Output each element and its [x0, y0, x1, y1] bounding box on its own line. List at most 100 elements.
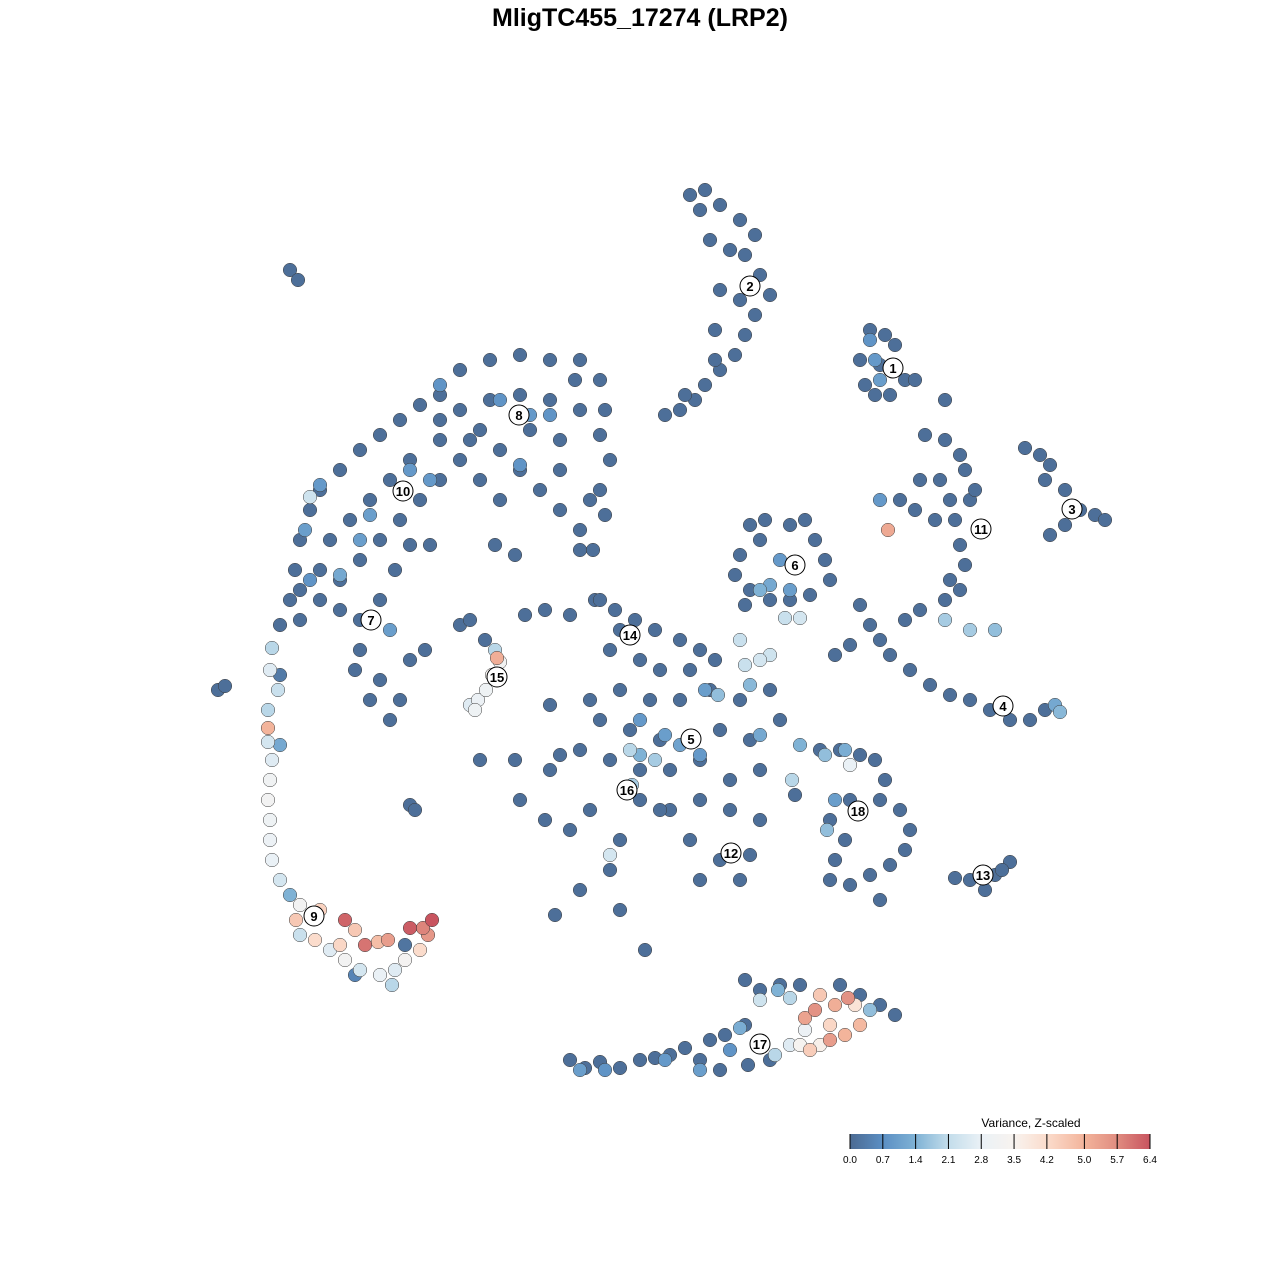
cluster-label-text: 13	[976, 868, 990, 883]
data-point	[842, 877, 858, 893]
data-point	[732, 632, 748, 648]
data-point	[397, 937, 413, 953]
data-point	[752, 652, 768, 668]
data-point	[392, 512, 408, 528]
cluster-label-18: 18	[847, 800, 869, 822]
data-point	[822, 872, 838, 888]
data-point	[677, 387, 693, 403]
data-point	[602, 862, 618, 878]
data-point	[882, 857, 898, 873]
data-point	[612, 902, 628, 918]
cluster-label-text: 18	[851, 804, 865, 819]
data-point	[380, 932, 396, 948]
data-point	[837, 742, 853, 758]
legend-tick-label: 3.5	[1007, 1155, 1021, 1166]
data-point	[947, 512, 963, 528]
data-point	[722, 772, 738, 788]
data-point	[402, 537, 418, 553]
data-point	[817, 747, 833, 763]
data-point	[880, 522, 896, 538]
data-point	[852, 352, 868, 368]
data-point	[722, 242, 738, 258]
data-point	[288, 912, 304, 928]
data-point	[472, 752, 488, 768]
data-point	[747, 307, 763, 323]
data-point	[632, 762, 648, 778]
data-point	[737, 657, 753, 673]
data-point	[740, 1057, 756, 1073]
data-point	[887, 1007, 903, 1023]
data-point	[692, 1062, 708, 1078]
data-point	[542, 762, 558, 778]
data-point	[312, 477, 328, 493]
data-point	[1052, 704, 1068, 720]
data-point	[382, 712, 398, 728]
data-point	[862, 1002, 878, 1018]
data-point	[657, 1052, 673, 1068]
legend-tick-label: 2.8	[974, 1155, 988, 1166]
data-point	[352, 642, 368, 658]
data-point	[260, 734, 276, 750]
data-point	[962, 622, 978, 638]
data-point	[797, 1010, 813, 1026]
data-point	[717, 1027, 733, 1043]
data-point	[1032, 447, 1048, 463]
data-point	[582, 692, 598, 708]
data-point	[602, 452, 618, 468]
data-point	[264, 752, 280, 768]
data-point	[562, 607, 578, 623]
data-point	[592, 482, 608, 498]
data-point	[632, 792, 648, 808]
data-point	[567, 372, 583, 388]
cluster-label-text: 3	[1068, 502, 1075, 517]
data-point	[492, 392, 508, 408]
data-point	[342, 512, 358, 528]
data-point	[832, 977, 848, 993]
data-point	[260, 792, 276, 808]
data-point	[672, 402, 688, 418]
data-point	[552, 462, 568, 478]
data-point	[532, 482, 548, 498]
data-point	[357, 937, 373, 953]
cluster-label-badge	[970, 518, 992, 540]
data-point	[1042, 457, 1058, 473]
cluster-label-badge	[616, 779, 638, 801]
data-point	[702, 1032, 718, 1048]
data-point	[742, 677, 758, 693]
data-point	[452, 362, 468, 378]
data-point	[492, 492, 508, 508]
data-point	[572, 402, 588, 418]
data-point	[522, 422, 538, 438]
data-point	[547, 907, 563, 923]
data-point	[752, 812, 768, 828]
cluster-label-text: 6	[791, 558, 798, 573]
data-point	[652, 802, 668, 818]
data-point	[302, 572, 318, 588]
data-point	[512, 347, 528, 363]
cluster-label-badge	[847, 800, 869, 822]
legend-tick-label: 2.1	[941, 1155, 955, 1166]
cluster-label-text: 4	[999, 699, 1007, 714]
cluster-label-8: 8	[508, 404, 530, 426]
data-point	[822, 1032, 838, 1048]
data-point	[872, 372, 888, 388]
data-point	[662, 762, 678, 778]
cluster-label-1: 1	[882, 357, 904, 379]
cluster-label-9: 9	[303, 905, 325, 927]
data-point	[482, 352, 498, 368]
data-point	[797, 1022, 813, 1038]
data-point	[402, 462, 418, 478]
cluster-label-badge	[392, 480, 414, 502]
data-point	[312, 562, 328, 578]
data-point	[692, 202, 708, 218]
data-point	[432, 432, 448, 448]
data-point	[957, 557, 973, 573]
data-point	[607, 602, 623, 618]
data-point	[682, 832, 698, 848]
data-point	[987, 622, 1003, 638]
data-point	[292, 612, 308, 628]
data-point	[272, 617, 288, 633]
data-point	[292, 897, 308, 913]
data-point	[947, 870, 963, 886]
